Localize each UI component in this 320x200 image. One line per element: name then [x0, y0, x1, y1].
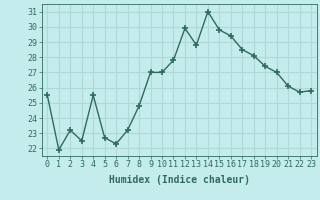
X-axis label: Humidex (Indice chaleur): Humidex (Indice chaleur) — [109, 175, 250, 185]
